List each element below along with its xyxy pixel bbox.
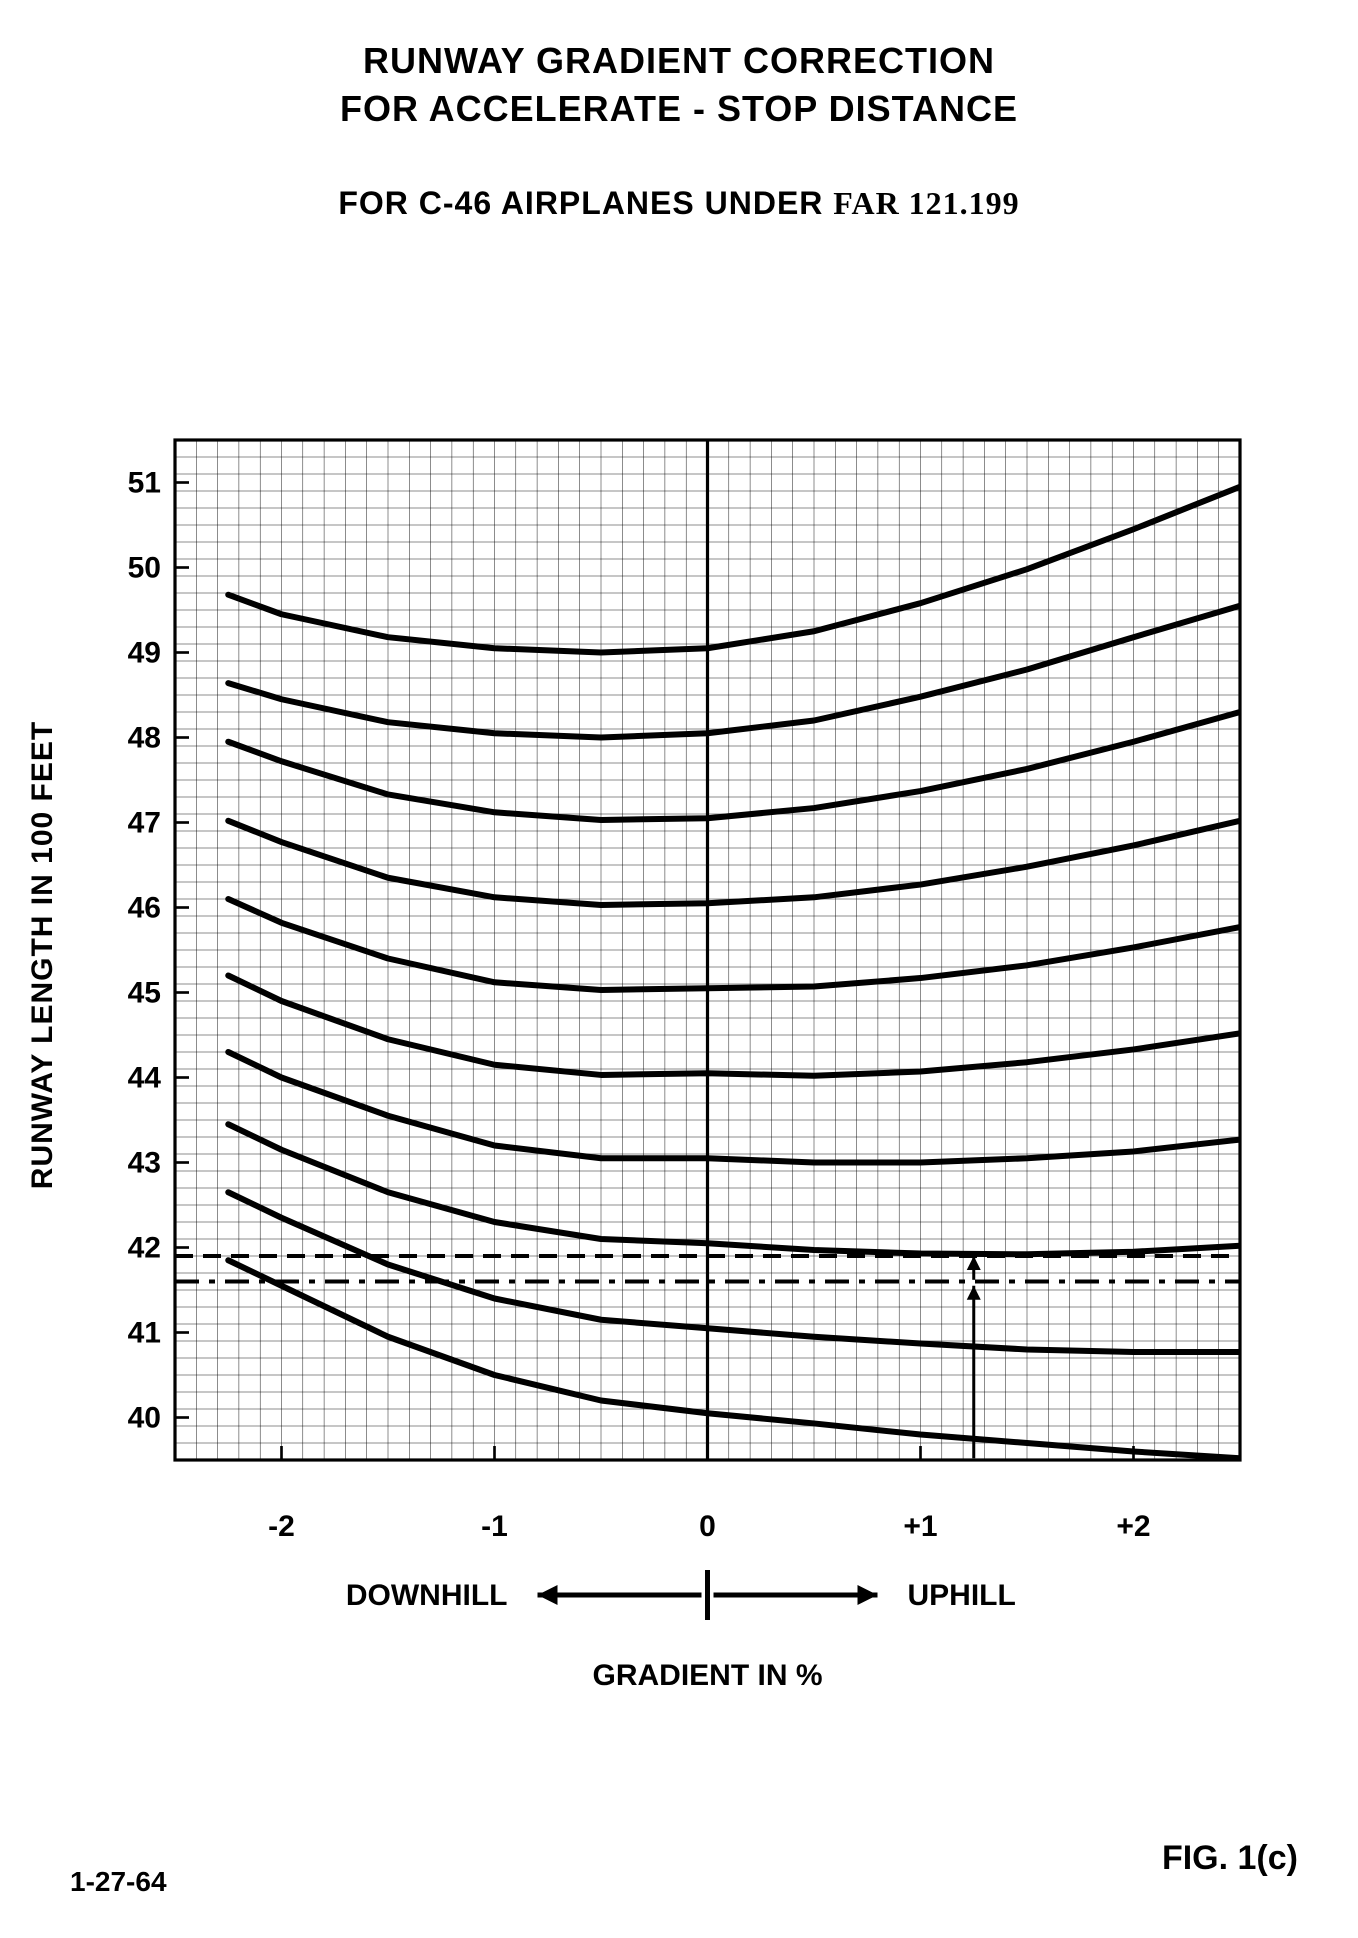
ref-arrow-head-1 — [967, 1286, 981, 1300]
y-tick-label: 40 — [128, 1402, 161, 1435]
y-tick-label: 46 — [128, 892, 161, 925]
x-tick-label: +1 — [903, 1510, 937, 1543]
footer-date: 1-27-64 — [70, 1866, 167, 1898]
title-block: RUNWAY GRADIENT CORRECTION FOR ACCELERAT… — [0, 40, 1358, 130]
curve-46 — [228, 821, 1240, 905]
x-tick-label: -2 — [268, 1510, 295, 1543]
curve-48 — [228, 606, 1240, 738]
y-axis-label-container: RUNWAY LENGTH IN 100 FEET — [28, 430, 58, 1480]
x-tick-label: +2 — [1116, 1510, 1150, 1543]
downhill-label: DOWNHILL — [346, 1579, 508, 1612]
curve-43 — [228, 1052, 1240, 1163]
y-tick-label: 48 — [128, 722, 161, 755]
x-tick-label: -1 — [481, 1510, 508, 1543]
subtitle-reg: FAR 121.199 — [833, 185, 1019, 221]
curve-49 — [228, 487, 1240, 653]
subtitle-block: FOR C-46 AIRPLANES UNDER FAR 121.199 — [0, 185, 1358, 222]
y-tick-label: 45 — [128, 977, 161, 1010]
curves — [228, 487, 1240, 1459]
curve-42 — [228, 1124, 1240, 1254]
y-tick-label: 44 — [128, 1062, 162, 1095]
y-axis-label: RUNWAY LENGTH IN 100 FEET — [26, 721, 60, 1189]
chart-svg: 40 41 42 43 44 45 46 47 48 49 50 51 — [80, 430, 1260, 1480]
chart: 40 41 42 43 44 45 46 47 48 49 50 51 — [80, 430, 1260, 1480]
curve-41 — [228, 1192, 1240, 1352]
title-line-2: FOR ACCELERATE - STOP DISTANCE — [0, 88, 1358, 130]
x-axis-label: GRADIENT IN % — [592, 1659, 822, 1692]
x-tick-label: 0 — [699, 1510, 716, 1543]
y-tick-label: 42 — [128, 1232, 161, 1265]
y-tick-label: 50 — [128, 552, 161, 585]
curve-45 — [228, 899, 1240, 990]
y-tick-label: 49 — [128, 637, 161, 670]
x-axis-svg: -2 -1 0 +1 +2 DOWNHILL UPHILL GRADIENT IN % — [80, 1500, 1260, 1720]
y-tick-label: 41 — [128, 1317, 161, 1350]
uphill-label: UPHILL — [908, 1579, 1016, 1612]
title-line-1: RUNWAY GRADIENT CORRECTION — [0, 40, 1358, 82]
downhill-arrow-head — [538, 1585, 558, 1605]
y-tick-label: 43 — [128, 1147, 161, 1180]
figure-label: FIG. 1(c) — [1162, 1839, 1298, 1878]
uphill-arrow-head — [858, 1585, 878, 1605]
page: RUNWAY GRADIENT CORRECTION FOR ACCELERAT… — [0, 0, 1358, 1938]
subtitle-prefix: FOR C-46 AIRPLANES UNDER — [338, 185, 833, 221]
ref-arrow-head-0 — [967, 1256, 981, 1270]
x-axis-block: -2 -1 0 +1 +2 DOWNHILL UPHILL GRADIENT IN % — [80, 1500, 1260, 1725]
y-tick-label: 47 — [128, 807, 161, 840]
y-tick-label: 51 — [128, 467, 161, 500]
